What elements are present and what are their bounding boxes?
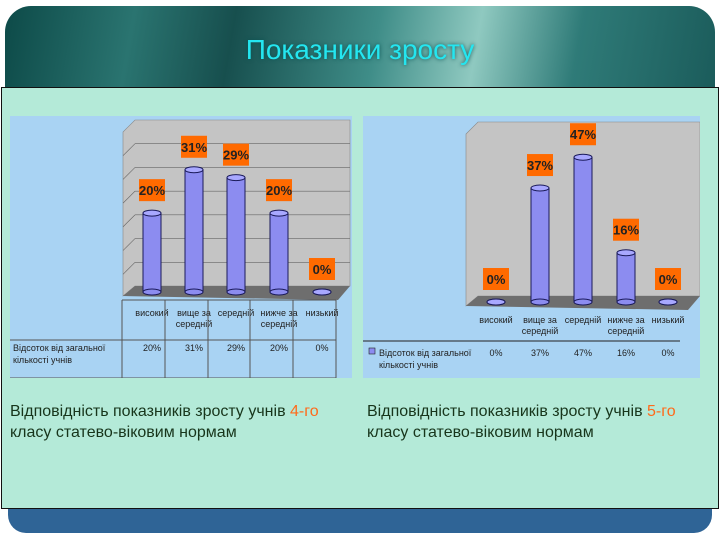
bar-top	[486, 298, 506, 306]
chart-grade-4: 20% високий 20% 31% вище за середній 31% 29% сер…	[10, 116, 352, 379]
footer-bar	[8, 509, 712, 533]
series-name: Відсоток від загальної кількості учнів	[13, 343, 106, 365]
data-label: 47%	[570, 127, 596, 142]
data-label-box	[223, 143, 249, 166]
caption-text: Відповідність показників зросту учнів	[367, 403, 648, 420]
bar-top	[573, 153, 593, 161]
table-value: 0%	[661, 348, 674, 358]
caption-grade-4: Відповідність показників зросту учнів 4-…	[10, 401, 350, 443]
gridline	[122, 238, 136, 251]
bar-base	[184, 288, 204, 296]
bar-base	[573, 298, 593, 306]
bar-cylinder	[269, 212, 289, 293]
bar-base	[269, 288, 289, 296]
bar-base	[616, 298, 636, 306]
data-label: 16%	[613, 223, 639, 238]
category-label: низький	[652, 315, 685, 325]
bar-top	[184, 166, 204, 174]
table-value: 20%	[143, 343, 161, 353]
gridline	[122, 167, 136, 180]
data-label: 0%	[313, 262, 332, 277]
bar-top	[312, 288, 332, 296]
bar-base	[142, 288, 162, 296]
data-label-box	[655, 268, 681, 290]
category-label: високий	[135, 308, 168, 318]
gridline	[122, 190, 136, 204]
caption-text: класу статево-віковим нормам	[10, 424, 237, 441]
bar-cylinder	[573, 156, 593, 303]
data-label: 0%	[487, 272, 506, 287]
chart-grade-4-svg: 20% високий 20% 31% вище за середній 31% 29% сер…	[10, 119, 351, 379]
data-label-box	[483, 268, 509, 290]
bar-base	[226, 288, 246, 296]
series-name: Відсоток від загальної кількості учнів	[379, 348, 472, 370]
data-label-box	[527, 154, 553, 177]
table-value: 37%	[531, 348, 549, 358]
data-label-box	[570, 123, 596, 146]
data-label: 20%	[139, 183, 165, 198]
data-label: 0%	[659, 272, 678, 287]
slide-header: Показники зросту	[5, 6, 715, 90]
bar-top	[142, 209, 162, 217]
data-label-box	[266, 179, 292, 202]
bar-top	[658, 298, 678, 306]
bar-cylinder	[142, 212, 162, 293]
legend-key	[368, 347, 376, 355]
table-value: 16%	[617, 348, 635, 358]
data-label-box	[139, 179, 165, 202]
table-value: 20%	[270, 343, 288, 353]
bar-top	[269, 209, 289, 217]
caption-text: класу статево-віковим нормам	[367, 424, 594, 441]
category-label: нижче за середній	[607, 315, 644, 336]
category-label: середній	[565, 315, 602, 325]
chart-grade-5-svg: 0% високий 0% 37% вище за середній 37% 47% серед…	[363, 121, 701, 370]
bar-cylinder	[530, 187, 550, 303]
category-label: нижче за середній	[260, 308, 297, 329]
bar-cylinder	[616, 252, 636, 303]
category-label: високий	[479, 315, 512, 325]
bar-base	[530, 298, 550, 306]
data-label: 20%	[266, 183, 292, 198]
caption-highlight: 5-го	[647, 403, 676, 420]
chart-grade-5: 0% високий 0% 37% вище за середній 37% 47% серед…	[363, 116, 701, 378]
bar-top	[530, 184, 550, 192]
slide-title: Показники зросту	[245, 34, 475, 65]
category-label: вище за середній	[176, 308, 213, 329]
category-label: середній	[218, 308, 255, 318]
caption-highlight: 4-го	[290, 403, 319, 420]
gridline	[122, 143, 136, 156]
bar-cylinder	[184, 169, 204, 293]
table-value: 29%	[227, 343, 245, 353]
data-label: 37%	[527, 158, 553, 173]
bar-top	[226, 174, 246, 182]
bar-top	[616, 249, 636, 257]
gridline	[122, 262, 136, 275]
caption-grade-5: Відповідність показників зросту учнів 5-…	[367, 401, 707, 443]
category-label: низький	[306, 308, 339, 318]
table-value: 47%	[574, 348, 592, 358]
data-label-box	[613, 218, 639, 241]
data-label-box	[181, 135, 207, 158]
gridline	[122, 214, 136, 228]
category-label: вище за середній	[522, 315, 559, 336]
data-label: 31%	[181, 140, 207, 155]
table-value: 0%	[489, 348, 502, 358]
caption-text: Відповідність показників зросту учнів	[10, 403, 291, 420]
data-label-box	[309, 258, 335, 280]
table-value: 31%	[185, 343, 203, 353]
bar-cylinder	[226, 177, 246, 293]
table-value: 0%	[315, 343, 328, 353]
data-label: 29%	[223, 148, 249, 163]
